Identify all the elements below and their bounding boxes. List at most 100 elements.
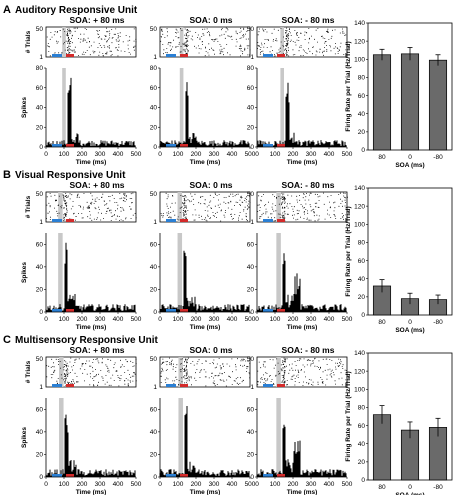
raster-spikes: [160, 357, 251, 387]
raster-tick-label: 50: [36, 191, 44, 198]
bar-category-label: 80: [378, 319, 386, 326]
bar-xlabel: SOA (ms): [395, 327, 424, 334]
psth-bars: [256, 82, 347, 147]
bar-category-label: 0: [408, 484, 412, 491]
raster-frame: [159, 26, 251, 58]
time-tick-label: 200: [77, 316, 88, 323]
stimulus-window: [276, 233, 281, 312]
bar-ylabel: Firing Rate per Trial (Hz/Trial): [345, 371, 352, 461]
time-axis-label: Time (ms): [287, 489, 318, 495]
raster-tick-label: 50: [150, 26, 158, 33]
auditory-stimulus-marker: [277, 54, 285, 57]
auditory-stimulus-marker: [66, 219, 74, 222]
time-tick-label: 0: [44, 316, 48, 323]
bar-ytick-label: 40: [358, 111, 366, 118]
bar-ytick-label: 100: [354, 56, 365, 63]
raster-frame: [256, 356, 348, 388]
bar-category-label: -80: [433, 319, 443, 326]
stimulus-window: [280, 68, 284, 147]
time-tick-label: 0: [255, 151, 259, 158]
auditory-stimulus-marker: [180, 144, 188, 147]
raster-frame: [256, 26, 348, 58]
bar-ytick-label: 60: [358, 423, 366, 430]
stimulus-window: [179, 27, 184, 57]
psth-tick-label: 0: [39, 144, 43, 151]
auditory-stimulus-marker: [277, 474, 285, 477]
bar-ytick-label: 40: [358, 441, 366, 448]
raster-tick-label: 50: [150, 356, 158, 363]
time-tick-label: 300: [306, 316, 317, 323]
time-axis-label: Time (ms): [190, 324, 221, 331]
bar-80: [372, 414, 392, 481]
panel-title: Multisensory Responsive Unit: [15, 335, 158, 346]
raster-tick-label: 50: [150, 191, 158, 198]
time-tick-label: 0: [158, 316, 162, 323]
panel-letter: A: [3, 4, 11, 16]
raster-frame: [45, 191, 137, 223]
time-tick-label: 200: [191, 151, 202, 158]
panel-letter: B: [3, 169, 11, 181]
psth-tick-label: 20: [247, 124, 255, 131]
psth-tick-label: 0: [250, 309, 254, 316]
raster-plot: 50 1: [247, 26, 348, 61]
stimulus-window: [59, 357, 64, 387]
visual-stimulus-marker: [166, 54, 176, 57]
stimulus-window: [179, 68, 184, 147]
time-tick-label: 500: [245, 151, 256, 158]
auditory-stimulus-marker: [66, 54, 74, 57]
bar-80: [372, 54, 392, 151]
raster-tick-label: 1: [250, 54, 254, 61]
psth-tick-label: 0: [39, 309, 43, 316]
bar-ytick-label: 80: [358, 240, 366, 247]
raster-spikes: [160, 192, 251, 222]
time-tick-label: 100: [270, 151, 281, 158]
psth-ylabel: Spikes: [21, 262, 28, 283]
auditory-stimulus-marker: [277, 384, 285, 387]
time-tick-label: 500: [131, 481, 142, 488]
time-tick-label: 100: [173, 316, 184, 323]
raster-plot: 50 1 # Trials: [25, 26, 137, 61]
time-tick-label: 0: [255, 481, 259, 488]
time-tick-label: 400: [113, 481, 124, 488]
psth-bars: [159, 406, 250, 477]
auditory-stimulus-marker: [277, 219, 285, 222]
stimulus-window: [58, 233, 63, 312]
time-axis-label: Time (ms): [76, 324, 107, 331]
time-tick-label: 400: [227, 151, 238, 158]
bar-ytick-label: 0: [361, 477, 365, 484]
time-tick-label: 200: [191, 481, 202, 488]
stimulus-window: [177, 192, 183, 222]
bar-ytick-label: 0: [361, 147, 365, 154]
bar-ytick-label: 100: [354, 386, 365, 393]
visual-stimulus-marker: [263, 384, 273, 387]
psth-tick-label: 40: [150, 429, 158, 436]
bar-ytick-label: 60: [358, 93, 366, 100]
time-tick-label: 300: [306, 481, 317, 488]
time-tick-label: 500: [245, 481, 256, 488]
bar-ytick-label: 80: [358, 405, 366, 412]
raster-spikes: [257, 27, 348, 57]
bar-ytick-label: 0: [361, 312, 365, 319]
bar-ytick-label: 120: [354, 38, 365, 45]
raster-plot: 50 1: [247, 191, 348, 226]
psth-tick-label: 80: [247, 65, 255, 72]
raster-frame: [45, 356, 137, 388]
psth-tick-label: 40: [247, 105, 255, 112]
psth-bars: [45, 77, 136, 147]
auditory-stimulus-marker: [66, 474, 74, 477]
raster-tick-label: 1: [39, 384, 43, 391]
raster-tick-label: 1: [39, 54, 43, 61]
psth-tick-label: 40: [150, 105, 158, 112]
psth-ylabel: Spikes: [21, 427, 28, 448]
